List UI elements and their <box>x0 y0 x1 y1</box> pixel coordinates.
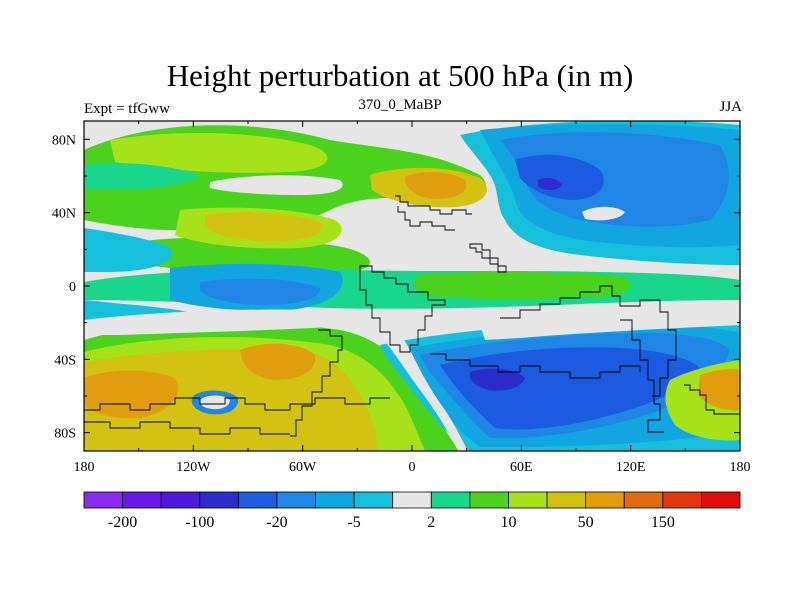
continent-outline-africa <box>359 265 446 353</box>
y-tick-label: 40S <box>54 353 76 368</box>
y-tick-label: 80S <box>54 427 76 442</box>
x-axis: 180 120W 60W 0 60E 120E 180 <box>74 121 751 475</box>
region-white-band-4 <box>210 175 343 195</box>
region-white-band-1 <box>84 309 362 335</box>
region-sh-orange-center <box>240 343 316 380</box>
region-eq-green <box>413 272 631 300</box>
colorbar: -200 -100 -20 -5 2 10 50 150 <box>83 491 741 531</box>
experiment-label: Expt = tfGww <box>84 101 170 117</box>
x-tick-label: 180 <box>730 460 751 475</box>
region-sh-orange-west <box>84 370 179 419</box>
colorbar-swatch <box>315 491 355 509</box>
continent-outline-antarctica <box>84 397 390 411</box>
x-tick-label: 60W <box>289 460 317 475</box>
region-sh-white-ring <box>199 395 230 410</box>
region-trop-blue-west <box>84 228 172 272</box>
continent-outline-southeast <box>620 319 664 433</box>
continent-outline-antarctica-2 <box>84 421 290 435</box>
region-sh-blue-darkest <box>469 368 525 391</box>
continent-outline-north-1 <box>395 195 472 215</box>
colorbar-label: -20 <box>266 514 287 531</box>
continent-outline-layer <box>84 195 740 437</box>
x-tick-label: 0 <box>409 460 416 475</box>
period-label: 370_0_MaBP <box>358 97 442 113</box>
colorbar-swatch <box>237 491 278 509</box>
colorbar-swatch <box>546 491 587 509</box>
region-trop-blue-deep <box>200 278 321 305</box>
continent-outline-se-islands <box>684 384 740 415</box>
continent-outline-south-america <box>290 329 343 437</box>
colorbar-swatch <box>276 491 316 509</box>
region-nh-ochre-1 <box>205 212 323 242</box>
colorbar-label: -100 <box>185 514 214 531</box>
colorbar-swatch <box>508 491 548 509</box>
map-title: Height perturbation at 500 hPa (in m) <box>166 58 634 93</box>
x-tick-label: 120E <box>616 460 646 475</box>
field-layer <box>84 121 740 451</box>
colorbar-swatch <box>122 491 162 509</box>
x-tick-label: 120W <box>176 460 211 475</box>
colorbar-label: 50 <box>578 514 594 531</box>
region-sh-se-orange <box>698 368 740 411</box>
region-nh-blue-core-2 <box>538 177 562 191</box>
x-tick-label: 60E <box>510 460 533 475</box>
region-nh-yellow-1 <box>110 133 328 173</box>
colorbar-swatch <box>160 491 201 509</box>
colorbar-label: -200 <box>108 514 137 531</box>
region-sh-blue-core <box>440 347 700 430</box>
colorbar-label: 150 <box>651 514 675 531</box>
y-tick-label: 0 <box>69 280 76 295</box>
x-tick-label: 180 <box>74 460 95 475</box>
colorbar-swatch <box>430 491 471 509</box>
y-axis: 80N 40N 0 40S 80S <box>52 133 740 442</box>
colorbar-swatch <box>353 491 394 509</box>
region-nh-blue-core <box>515 154 604 200</box>
continent-outline-island <box>469 243 507 273</box>
continent-outline-east <box>430 353 641 379</box>
continent-outline-north-2 <box>397 206 455 231</box>
season-label: JJA <box>719 99 742 115</box>
colorbar-label: -5 <box>347 514 360 531</box>
colorbar-swatch <box>701 491 741 509</box>
region-nh-orange <box>405 172 467 199</box>
continent-outline-australia <box>500 285 677 397</box>
colorbar-swatch <box>392 491 432 509</box>
y-tick-label: 80N <box>52 133 76 148</box>
region-nh-white-patch <box>582 206 625 221</box>
region-white-band-2 <box>355 312 468 451</box>
colorbar-swatch <box>585 491 625 509</box>
y-tick-label: 40N <box>52 207 76 222</box>
region-white-band-3 <box>480 312 740 340</box>
colorbar-swatch <box>469 491 509 509</box>
colorbar-swatch <box>199 491 239 509</box>
colorbar-swatch <box>83 491 123 509</box>
colorbar-swatch <box>662 491 702 509</box>
colorbar-swatch <box>623 491 664 509</box>
region-nh-lightgreen <box>84 163 200 190</box>
colorbar-label: 10 <box>500 514 516 531</box>
colorbar-label: 2 <box>427 514 435 531</box>
